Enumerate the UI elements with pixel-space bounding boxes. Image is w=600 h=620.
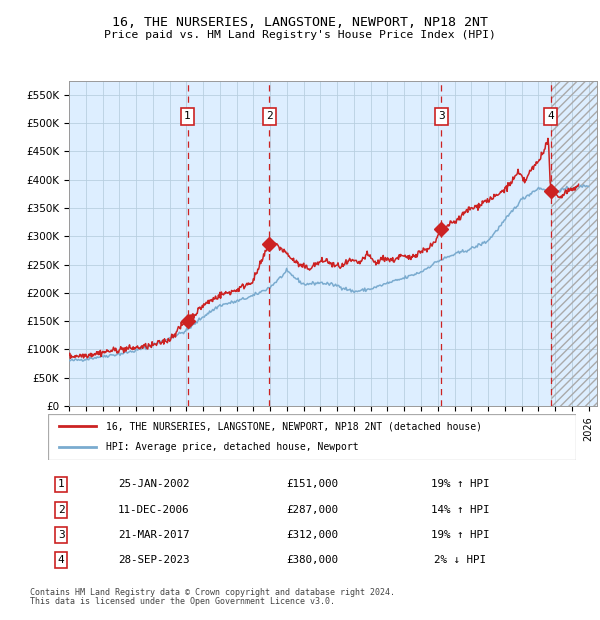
Text: 11-DEC-2006: 11-DEC-2006 <box>118 505 190 515</box>
Text: 25-JAN-2002: 25-JAN-2002 <box>118 479 190 490</box>
Text: HPI: Average price, detached house, Newport: HPI: Average price, detached house, Newp… <box>106 443 359 453</box>
Text: 19% ↑ HPI: 19% ↑ HPI <box>431 530 489 540</box>
Text: 3: 3 <box>58 530 65 540</box>
Text: 1: 1 <box>58 479 65 490</box>
Text: 21-MAR-2017: 21-MAR-2017 <box>118 530 190 540</box>
Text: 14% ↑ HPI: 14% ↑ HPI <box>431 505 489 515</box>
Text: 3: 3 <box>438 112 445 122</box>
Text: 28-SEP-2023: 28-SEP-2023 <box>118 555 190 565</box>
Text: 19% ↑ HPI: 19% ↑ HPI <box>431 479 489 490</box>
Bar <box>551 81 597 406</box>
Text: 1: 1 <box>184 112 191 122</box>
Text: 16, THE NURSERIES, LANGSTONE, NEWPORT, NP18 2NT (detached house): 16, THE NURSERIES, LANGSTONE, NEWPORT, N… <box>106 421 482 431</box>
FancyBboxPatch shape <box>48 414 576 460</box>
Text: £380,000: £380,000 <box>286 555 338 565</box>
Text: 2% ↓ HPI: 2% ↓ HPI <box>434 555 486 565</box>
Text: 2: 2 <box>58 505 65 515</box>
Text: Price paid vs. HM Land Registry's House Price Index (HPI): Price paid vs. HM Land Registry's House … <box>104 30 496 40</box>
Text: £312,000: £312,000 <box>286 530 338 540</box>
Text: 16, THE NURSERIES, LANGSTONE, NEWPORT, NP18 2NT: 16, THE NURSERIES, LANGSTONE, NEWPORT, N… <box>112 17 488 29</box>
Text: 4: 4 <box>547 112 554 122</box>
Text: This data is licensed under the Open Government Licence v3.0.: This data is licensed under the Open Gov… <box>30 597 335 606</box>
Text: £287,000: £287,000 <box>286 505 338 515</box>
Text: 4: 4 <box>58 555 65 565</box>
Text: Contains HM Land Registry data © Crown copyright and database right 2024.: Contains HM Land Registry data © Crown c… <box>30 588 395 597</box>
Text: 2: 2 <box>266 112 272 122</box>
Text: £151,000: £151,000 <box>286 479 338 490</box>
